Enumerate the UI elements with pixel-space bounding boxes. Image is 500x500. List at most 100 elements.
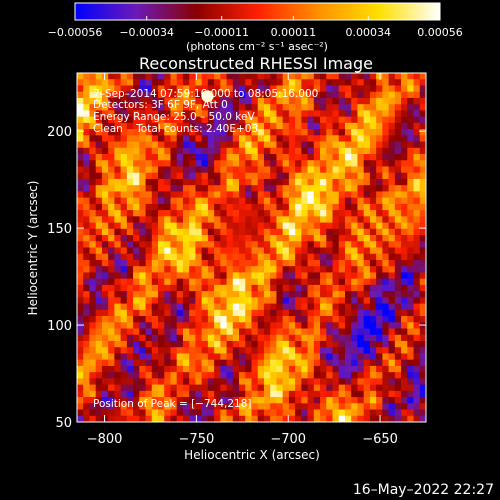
heatmap-cell xyxy=(388,284,396,292)
heatmap-cell xyxy=(151,228,159,236)
heatmap-cell xyxy=(388,73,396,80)
heatmap-cell xyxy=(232,309,240,317)
heatmap-cell xyxy=(326,403,334,411)
heatmap-cell xyxy=(307,328,315,336)
heatmap-cell xyxy=(295,397,302,404)
heatmap-cell xyxy=(77,384,84,392)
heatmap-cell xyxy=(245,147,252,155)
heatmap-cell xyxy=(326,340,334,348)
heatmap-cell xyxy=(313,322,321,330)
heatmap-cell xyxy=(83,291,90,298)
x-tick-label: −800 xyxy=(87,432,123,447)
heatmap-cell xyxy=(257,390,265,398)
heatmap-cell xyxy=(182,316,190,323)
heatmap-cell xyxy=(388,191,396,199)
heatmap-cell xyxy=(226,135,234,143)
heatmap-cell xyxy=(270,259,277,267)
heatmap-cell xyxy=(376,160,383,167)
heatmap-cell xyxy=(263,97,271,105)
heatmap-cell xyxy=(182,216,190,224)
heatmap-cell xyxy=(226,222,234,230)
heatmap-cell xyxy=(214,216,221,224)
heatmap-cell xyxy=(139,85,147,93)
heatmap-cell xyxy=(282,110,290,118)
heatmap-cell xyxy=(257,415,265,422)
heatmap-cell xyxy=(351,309,358,317)
heatmap-cell xyxy=(307,247,315,255)
heatmap-cell xyxy=(369,372,377,379)
heatmap-cell xyxy=(195,303,203,311)
heatmap-cell xyxy=(101,278,109,286)
heatmap-cell xyxy=(164,178,171,186)
heatmap-cell xyxy=(307,141,315,149)
heatmap-cell xyxy=(369,353,377,361)
heatmap-cell xyxy=(164,235,171,242)
heatmap-cell xyxy=(388,166,396,174)
heatmap-cell xyxy=(369,328,377,336)
heatmap-cell xyxy=(282,247,290,255)
heatmap-cell xyxy=(382,309,390,317)
heatmap-cell xyxy=(344,272,352,280)
heatmap-cell xyxy=(394,378,402,386)
heatmap-cell xyxy=(232,303,240,311)
heatmap-cell xyxy=(376,216,383,224)
heatmap-cell xyxy=(151,222,159,230)
heatmap-cell xyxy=(251,141,259,149)
heatmap-cell xyxy=(338,297,346,305)
heatmap-cell xyxy=(326,228,334,236)
heatmap-cell xyxy=(270,241,277,248)
heatmap-cell xyxy=(394,79,402,86)
heatmap-cell xyxy=(357,178,365,186)
heatmap-cell xyxy=(126,185,134,192)
heatmap-cell xyxy=(257,291,265,298)
heatmap-cell xyxy=(101,91,109,99)
heatmap-cell xyxy=(332,79,340,86)
heatmap-cell xyxy=(338,347,346,354)
heatmap-cell xyxy=(413,122,421,130)
heatmap-cell xyxy=(120,116,128,124)
heatmap-cell xyxy=(108,403,115,411)
heatmap-cell xyxy=(83,129,90,136)
heatmap-cell xyxy=(313,278,321,286)
heatmap-cell xyxy=(114,397,122,404)
heatmap-cell xyxy=(307,253,315,261)
heatmap-cell xyxy=(239,191,246,199)
heatmap-cell xyxy=(376,266,383,273)
heatmap-cell xyxy=(407,154,415,161)
heatmap-cell xyxy=(326,79,334,86)
heatmap-cell xyxy=(182,266,190,273)
heatmap-cell xyxy=(357,266,365,273)
heatmap-cell xyxy=(295,347,302,354)
heatmap-cell xyxy=(89,415,97,422)
heatmap-cell xyxy=(108,316,115,323)
heatmap-cell xyxy=(301,397,309,404)
heatmap-cell xyxy=(164,291,171,298)
heatmap-cell xyxy=(201,85,209,93)
heatmap-cell xyxy=(338,272,346,280)
heatmap-cell xyxy=(101,284,109,292)
heatmap-cell xyxy=(158,160,165,167)
heatmap-cell xyxy=(89,135,97,143)
heatmap-cell xyxy=(176,384,184,392)
heatmap-cell xyxy=(139,259,147,267)
heatmap-cell xyxy=(332,172,340,180)
heatmap-cell xyxy=(369,222,377,230)
heatmap-cell xyxy=(101,415,109,422)
heatmap-cell xyxy=(176,297,184,305)
heatmap-cell xyxy=(326,253,334,261)
heatmap-cell xyxy=(263,297,271,305)
heatmap-cell xyxy=(394,122,402,130)
heatmap-cell xyxy=(95,228,103,236)
heatmap-cell xyxy=(77,340,84,348)
heatmap-cell xyxy=(282,303,290,311)
heatmap-cell xyxy=(251,291,259,298)
heatmap-cell xyxy=(89,172,97,180)
heatmap-cell xyxy=(344,353,352,361)
heatmap-cell xyxy=(394,210,402,217)
heatmap-cell xyxy=(257,322,265,330)
heatmap-cell xyxy=(307,266,315,273)
heatmap-cell xyxy=(89,154,97,161)
heatmap-cell xyxy=(101,160,109,167)
heatmap-cell xyxy=(263,110,271,118)
heatmap-cell xyxy=(376,309,383,317)
